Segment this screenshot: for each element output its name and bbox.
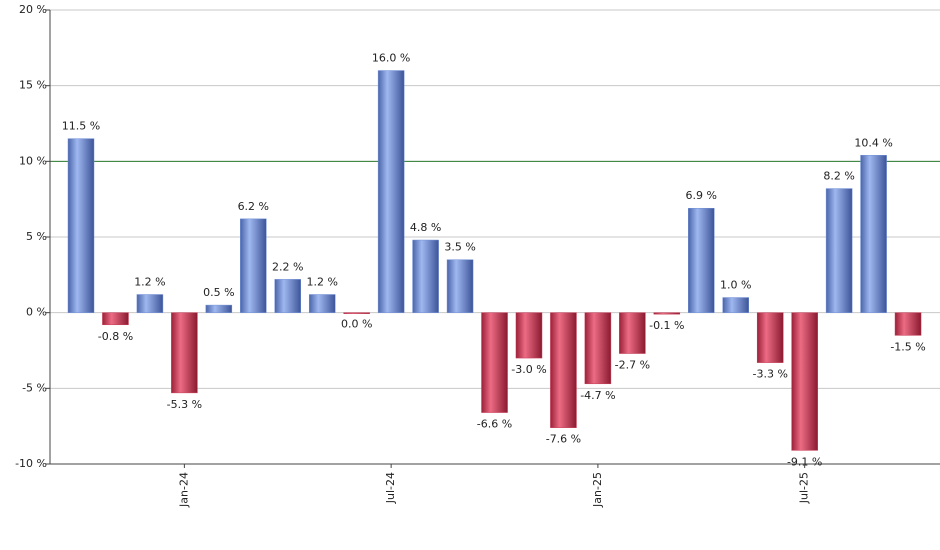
value-label: 10.4 % [854,136,892,149]
value-label: 11.5 % [62,120,100,133]
bar [343,312,370,314]
bar [550,312,577,428]
bar [688,207,715,313]
value-label: -6.6 % [477,418,512,431]
value-label: 6.9 % [686,189,717,202]
bar [894,312,922,336]
bar [205,304,233,313]
bar [136,294,164,313]
value-label: -0.1 % [649,319,684,332]
bar [412,239,439,313]
value-label: 16.0 % [372,52,410,65]
x-tick-label: Jul-25 [798,472,811,504]
value-label: 8.2 % [823,170,854,183]
y-tick-label: 20 % [19,3,47,16]
value-label: 1.0 % [720,279,751,292]
value-label: 1.2 % [134,276,165,289]
bar [825,188,853,313]
bar [481,312,508,413]
bar [756,312,784,363]
value-label: -3.0 % [511,363,546,376]
value-label: -3.3 % [752,368,787,381]
bar [67,138,95,313]
value-label: 0.5 % [203,286,234,299]
bar [171,312,198,394]
bar [308,294,336,313]
bar [584,312,612,385]
bar [722,297,749,313]
bar [240,218,267,313]
value-label: 6.2 % [238,200,269,213]
value-label: -1.5 % [890,340,925,353]
bar [274,279,302,313]
value-label: 1.2 % [306,276,337,289]
y-tick-label: 5 % [26,230,47,243]
bar [791,312,818,451]
value-label: -9.1 % [787,455,822,468]
x-tick-label: Jul-24 [384,472,397,504]
value-label: -7.6 % [546,433,581,446]
value-label: 3.5 % [444,241,475,254]
bar [102,312,129,326]
value-label: 4.8 % [410,221,441,234]
bar [860,155,887,313]
value-label: -0.8 % [98,330,133,343]
value-label: 0.0 % [341,318,372,331]
y-tick-label: 15 % [19,79,47,92]
y-tick-label: 0 % [26,306,47,319]
bar [653,312,681,315]
value-label: -5.3 % [167,398,202,411]
y-tick-label: -10 % [15,457,47,470]
x-tick-label: Jan-25 [591,472,604,508]
value-label: 2.2 % [272,260,303,273]
value-label: -2.7 % [615,359,650,372]
bar [377,70,405,313]
bar [515,312,543,359]
y-tick-label: -5 % [22,381,47,394]
x-tick-label: Jan-24 [177,472,190,508]
value-label: -4.7 % [580,389,615,402]
bar [446,259,474,313]
y-tick-label: 10 % [19,154,47,167]
bar [619,312,646,354]
